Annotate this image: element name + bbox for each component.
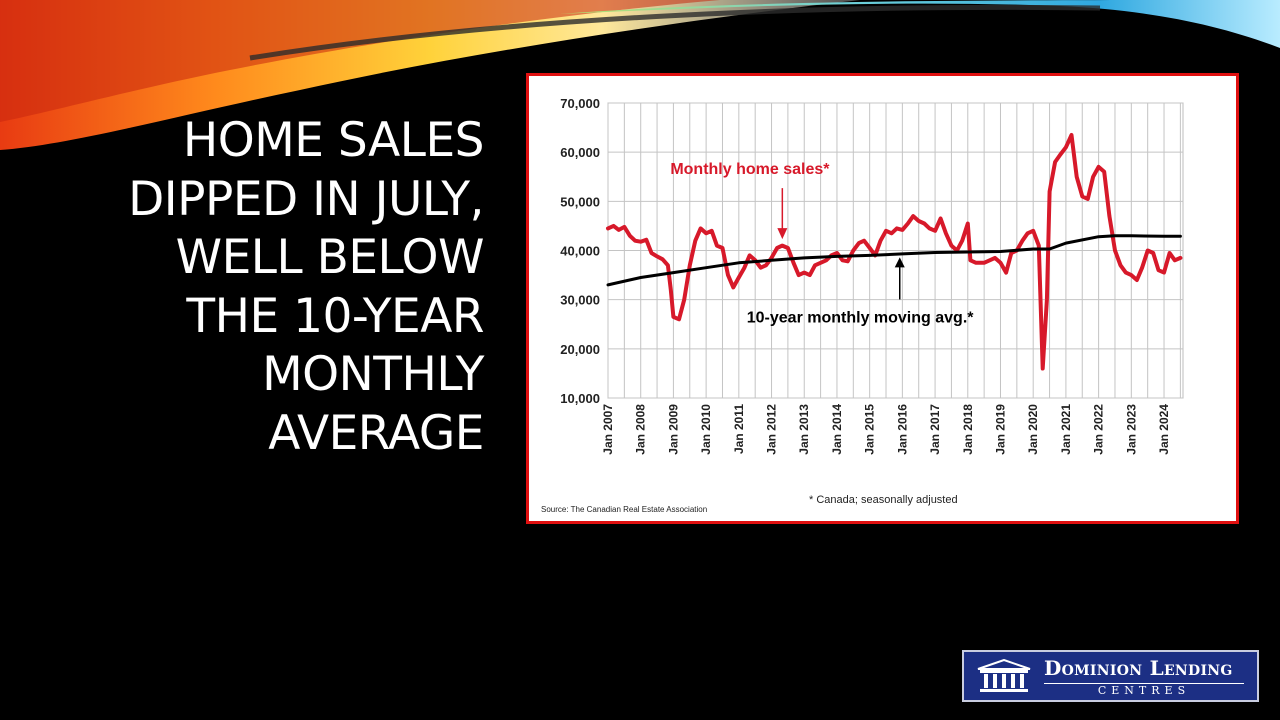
x-tick-label: Jan 2007 [601,404,615,455]
x-tick-label: Jan 2009 [666,404,680,455]
home-sales-chart: 10,000 20,000 30,000 40,000 50,000 60,000 70,0… [541,96,1184,514]
logo-subtitle: CENTRES [1097,684,1191,697]
y-tick-label: 30,000 [560,293,600,308]
y-tick-label: 60,000 [560,145,600,160]
y-tick-label: 50,000 [560,194,600,209]
sales-annotation-label: Monthly home sales* [670,161,830,178]
logo-divider [1044,683,1244,684]
sales-annotation-arrowhead [777,228,788,240]
title-line: AVERAGE [268,405,484,461]
x-tick-label: Jan 2020 [1026,404,1040,455]
y-tick-label: 20,000 [560,342,600,357]
x-tick-label: Jan 2015 [863,404,877,455]
x-tick-label: Jan 2017 [928,404,942,455]
x-tick-label: Jan 2010 [699,404,713,455]
x-tick-label: Jan 2018 [961,404,975,455]
x-tick-label: Jan 2012 [765,404,779,455]
title-line: DIPPED IN JULY, [128,171,484,227]
chart-source: Source: The Canadian Real Estate Associa… [541,505,707,514]
x-tick-label: Jan 2013 [797,404,811,455]
slide-title: HOME SALES DIPPED IN JULY, WELL BELOW TH… [40,112,484,463]
x-tick-label: Jan 2024 [1157,404,1171,455]
moving-average-line [606,234,1182,287]
title-line: THE 10-YEAR [186,288,484,344]
x-tick-label: Jan 2021 [1059,404,1073,455]
chart-frame: 10,000 20,000 30,000 40,000 50,000 60,000 70,0… [526,73,1239,524]
y-tick-label: 10,000 [560,391,600,406]
avg-annotation-arrowhead [894,257,905,268]
y-tick-label: 40,000 [560,244,600,259]
sales-line [606,133,1183,371]
company-logo: Dominion Lending CENTRES [962,650,1259,702]
y-tick-label: 70,000 [560,96,600,111]
x-tick-label: Jan 2019 [993,404,1007,455]
x-tick-label: Jan 2016 [895,404,909,455]
x-tick-label: Jan 2008 [634,404,648,455]
avg-annotation-label: 10-year monthly moving avg.* [747,309,975,326]
chart-footnote: * Canada; seasonally adjusted [809,494,958,506]
x-tick-label: Jan 2022 [1092,404,1106,455]
columns-icon [977,659,1031,692]
decorative-swoosh [0,0,1280,150]
title-line: MONTHLY [262,347,484,402]
x-tick-label: Jan 2023 [1124,404,1138,455]
title-line: HOME SALES [182,113,485,168]
x-tick-label: Jan 2014 [830,404,844,455]
title-line: WELL BELOW [175,230,485,285]
x-tick-label: Jan 2011 [732,404,746,454]
logo-name: Dominion Lending [1044,656,1233,680]
